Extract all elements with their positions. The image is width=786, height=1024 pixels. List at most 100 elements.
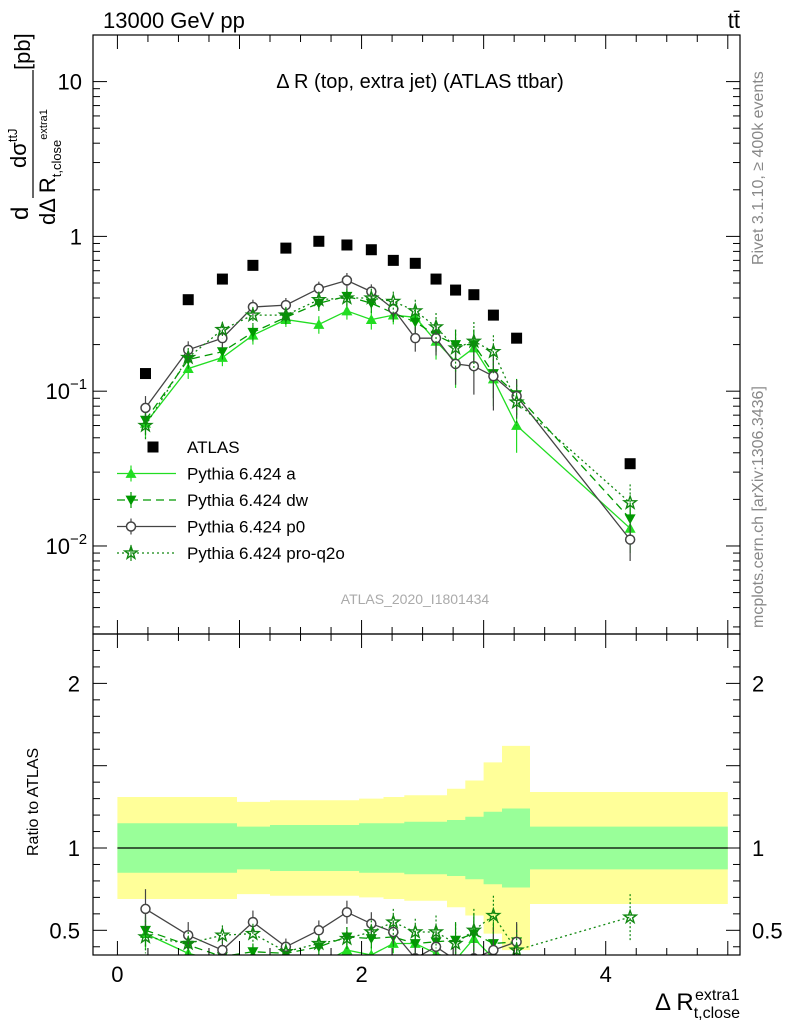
- ratio-y-tick-label: 0.5: [49, 918, 80, 943]
- data-point: [179, 348, 197, 365]
- data-point: [447, 339, 464, 356]
- ratio-y-tick-label-right: 0.5: [752, 918, 783, 943]
- analysis-watermark: ATLAS_2020_I1801434: [341, 591, 490, 607]
- data-point: [468, 289, 480, 301]
- ratio-y-axis: 0.5 0.5 1 1 2 2: [49, 649, 783, 948]
- main-y-axis-title: d dσttJ dΔ Rt,closeextra1 [pb]: [5, 33, 64, 225]
- ratio-data-point: [247, 947, 259, 955]
- data-point: [313, 235, 325, 247]
- ratio-data-point: [455, 954, 456, 955]
- data-point: [485, 343, 502, 359]
- data-point: [139, 368, 151, 380]
- series-atlas: [139, 235, 636, 470]
- ratio-data-point: [430, 941, 442, 953]
- ratio-data-point: [217, 956, 228, 966]
- y-title-denominator: dΔ Rt,closeextra1: [35, 109, 64, 225]
- ratio-data-point: [511, 963, 522, 973]
- ratio-y-tick-label: 2: [68, 671, 80, 696]
- y-title-unit: [pb]: [10, 33, 35, 70]
- process-label: tt̄: [728, 8, 740, 33]
- ratio-series-pythia-6-424-pro-q2o: [137, 894, 639, 955]
- x-tick-label: 0: [111, 962, 123, 987]
- main-plot-title: Δ R (top, extra jet) (ATLAS ttbar): [276, 71, 564, 93]
- data-point: [409, 257, 421, 269]
- legend-entry: Pythia 6.424 p0: [117, 518, 305, 537]
- ratio-data-point: [368, 949, 375, 955]
- data-point: [216, 273, 228, 285]
- data-point: [216, 347, 228, 358]
- main-y-tick-exponent: −2: [70, 531, 87, 548]
- ratio-y-tick-label-right: 2: [752, 671, 764, 696]
- data-point: [624, 514, 636, 525]
- data-point: [427, 318, 445, 334]
- ratio-data-point: [313, 959, 324, 969]
- data-point: [341, 239, 353, 251]
- ratio-data-point: [621, 908, 639, 925]
- data-point: [341, 305, 353, 316]
- data-point: [465, 332, 483, 349]
- data-point: [430, 273, 442, 285]
- ratio-data-point: [485, 906, 502, 923]
- ratio-series-line: [145, 914, 631, 953]
- legend-label: Pythia 6.424 a: [187, 465, 296, 484]
- ratio-data-point: [465, 921, 483, 938]
- ratio-y-axis-title: Ratio to ATLAS: [25, 748, 42, 856]
- data-point: [365, 244, 377, 256]
- ratio-data-point: [447, 934, 464, 951]
- data-point: [280, 242, 292, 254]
- data-point: [487, 309, 499, 321]
- legend-entry: Pythia 6.424 a: [117, 465, 296, 484]
- data-point: [247, 259, 259, 271]
- data-point: [310, 291, 328, 307]
- data-point: [409, 317, 421, 328]
- data-point: [365, 314, 377, 325]
- data-point: [182, 294, 194, 306]
- data-point: [450, 284, 462, 296]
- legend-label: Pythia 6.424 pro-q2o: [187, 544, 345, 563]
- data-point: [385, 292, 402, 309]
- ratio-data-point: [341, 906, 353, 918]
- data-point: [621, 494, 639, 510]
- legend-marker: [147, 441, 159, 453]
- energy-label: 13000 GeV pp: [103, 8, 245, 33]
- legend-label: Pythia 6.424 dw: [187, 491, 309, 510]
- legend-marker: [125, 495, 137, 506]
- main-data-series: [137, 235, 639, 561]
- x-axis-title-superscript: extra1: [695, 987, 740, 1004]
- data-point: [508, 393, 525, 410]
- data-point: [624, 458, 636, 470]
- main-y-tick-label: 1: [70, 224, 82, 249]
- ratio-data-point: [488, 944, 499, 955]
- data-point: [137, 416, 154, 433]
- ratio-data-point: [341, 944, 353, 955]
- ratio-data-point: [140, 903, 151, 915]
- data-point: [410, 332, 421, 344]
- series-line: [144, 310, 631, 529]
- ratio-data-point: [310, 934, 328, 951]
- ratio-data-point: [341, 932, 353, 943]
- legend-entry: ATLAS: [147, 438, 240, 457]
- legend-marker: [122, 544, 140, 561]
- legend-marker: [125, 468, 137, 478]
- ratio-data-point: [427, 923, 445, 939]
- ratio-data-point: [385, 913, 402, 929]
- legend-entry: Pythia 6.424 pro-q2o: [117, 544, 345, 563]
- ratio-plot-panel: 0.5 0.5 1 1 2 2 0 2 4: [49, 633, 783, 987]
- x-tick-label: 2: [355, 962, 367, 987]
- ratio-data-point: [388, 926, 399, 938]
- ratio-data-point: [407, 923, 424, 939]
- main-y-tick-label: 10: [46, 534, 70, 559]
- ratio-data-point: [313, 925, 325, 936]
- ratio-data-point: [214, 926, 231, 943]
- data-point: [214, 320, 231, 337]
- main-y-axis-title-d1: d: [7, 207, 34, 220]
- data-point: [338, 289, 356, 305]
- main-y-tick-label: 10: [58, 70, 82, 95]
- ratio-data-point: [179, 934, 197, 951]
- ratio-data-point: [217, 944, 228, 955]
- ratio-series-line: [145, 933, 492, 955]
- legend-label: Pythia 6.424 p0: [187, 518, 305, 537]
- main-x-axis: [116, 35, 729, 634]
- ratio-data-point: [244, 924, 262, 941]
